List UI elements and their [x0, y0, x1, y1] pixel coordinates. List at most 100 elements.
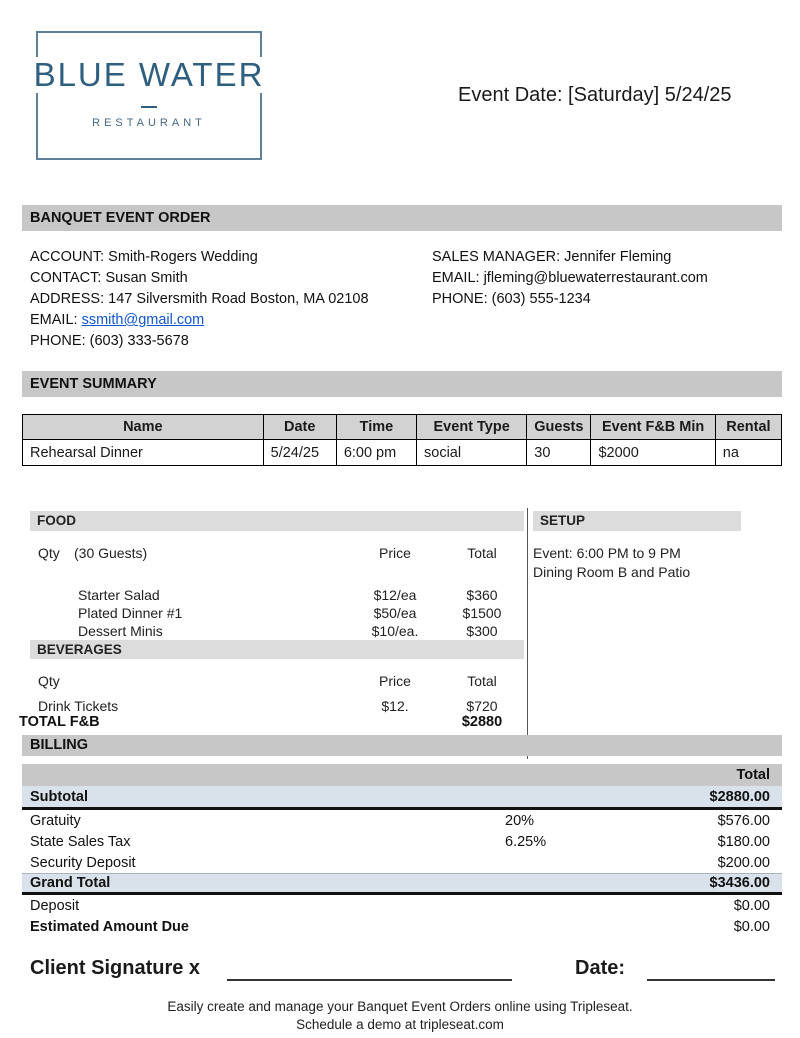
cell-guests: 30: [526, 439, 592, 466]
food-item-total: $1500: [462, 605, 502, 621]
billing-total-header: Total: [736, 767, 770, 783]
client-info-column: ACCOUNT: Smith-Rogers Wedding CONTACT: S…: [30, 247, 432, 352]
col-header-event-type: Event Type: [416, 414, 528, 440]
cell-event-time: 6:00 pm: [335, 439, 418, 466]
client-email-label: EMAIL:: [30, 312, 78, 328]
client-phone-label: PHONE:: [30, 333, 86, 349]
address-value: 147 Silversmith Road Boston, MA 02108: [108, 291, 369, 307]
beverage-item-price: $12.: [381, 698, 409, 714]
signature-section: Client Signature x Date:: [30, 955, 775, 987]
manager-phone-value: (603) 555-1234: [491, 291, 591, 307]
beverages-qty-header: Qty: [38, 673, 60, 689]
food-columns-header: Qty (30 Guests) Price Total: [30, 545, 524, 561]
client-email-link[interactable]: ssmith@gmail.com: [81, 312, 205, 328]
food-item-price: $12/ea: [373, 587, 417, 603]
billing-total-header-row: Total: [22, 764, 782, 786]
manager-phone-label: PHONE:: [432, 291, 488, 307]
billing-row-sales-tax: State Sales Tax 6.25% $180.00: [22, 831, 782, 852]
manager-phone-line: PHONE: (603) 555-1234: [432, 289, 770, 310]
billing-row-security-deposit: Security Deposit $200.00: [22, 852, 782, 873]
deposit-value: $0.00: [733, 897, 770, 914]
col-header-time: Time: [335, 414, 418, 440]
beverages-columns-header: Qty Price Total: [30, 673, 524, 689]
setup-details: Event: 6:00 PM to 9 PM Dining Room B and…: [533, 544, 741, 582]
manager-info-column: SALES MANAGER: Jennifer Fleming EMAIL: j…: [432, 247, 770, 352]
col-header-name: Name: [22, 414, 264, 440]
estimated-due-label: Estimated Amount Due: [30, 918, 189, 935]
logo-subtitle: RESTAURANT: [92, 117, 206, 129]
billing-header: BILLING: [22, 735, 782, 756]
client-signature-label: Client Signature x: [30, 957, 201, 979]
billing-row-subtotal: Subtotal $2880.00: [22, 786, 782, 810]
restaurant-logo: BLUE WATER RESTAURANT: [27, 31, 271, 160]
subtotal-value: $2880.00: [709, 788, 770, 805]
logo-dash-divider: [141, 106, 157, 108]
food-setup-section: FOOD Qty (30 Guests) Price Total Starter…: [0, 508, 800, 760]
deposit-label: Deposit: [30, 897, 80, 914]
food-item-row: Dessert Minis $10/ea. $300: [30, 622, 524, 640]
food-guests-note: (30 Guests): [74, 545, 148, 561]
food-item-price: $50/ea: [373, 605, 417, 621]
food-price-header: Price: [379, 545, 411, 561]
contact-label: CONTACT:: [30, 270, 102, 286]
beverages-header: BEVERAGES: [30, 640, 524, 659]
account-line: ACCOUNT: Smith-Rogers Wedding: [30, 247, 432, 268]
summary-data-row: Rehearsal Dinner 5/24/25 6:00 pm social …: [22, 439, 783, 466]
footer-line-2: Schedule a demo at tripleseat.com: [296, 1017, 504, 1032]
col-header-date: Date: [262, 414, 337, 440]
logo-title: BLUE WATER: [27, 57, 271, 93]
manager-email-label: EMAIL:: [432, 270, 480, 286]
beverage-item-name: Drink Tickets: [38, 698, 119, 714]
account-value: Smith-Rogers Wedding: [108, 249, 258, 265]
client-phone-line: PHONE: (603) 333-5678: [30, 331, 432, 352]
sales-manager-line: SALES MANAGER: Jennifer Fleming: [432, 247, 770, 268]
security-deposit-label: Security Deposit: [30, 854, 136, 871]
sales-tax-value: $180.00: [717, 833, 770, 850]
grand-total-value: $3436.00: [709, 875, 770, 891]
footer-line-1: Easily create and manage your Banquet Ev…: [167, 999, 633, 1014]
event-summary-table: Name Date Time Event Type Guests Event F…: [22, 414, 783, 466]
summary-header-row: Name Date Time Event Type Guests Event F…: [22, 414, 783, 440]
cell-fb-min: $2000: [590, 439, 716, 466]
gratuity-label: Gratuity: [30, 812, 81, 829]
food-item-name: Dessert Minis: [78, 623, 163, 639]
total-fb-row: TOTAL F&B $2880: [0, 714, 524, 730]
food-item-total: $360: [466, 587, 498, 603]
client-signature-line[interactable]: [227, 955, 512, 981]
total-fb-value: $2880: [461, 714, 503, 730]
cell-event-name: Rehearsal Dinner: [22, 439, 264, 466]
setup-header: SETUP: [533, 511, 741, 531]
beverage-items-list: Drink Tickets $12. $720: [30, 697, 524, 715]
date-line[interactable]: [647, 955, 775, 981]
contact-line: CONTACT: Susan Smith: [30, 268, 432, 289]
date-label: Date:: [575, 957, 626, 979]
beverages-total-header: Total: [467, 673, 497, 689]
client-email-line: EMAIL: ssmith@gmail.com: [30, 310, 432, 331]
estimated-due-value: $0.00: [733, 918, 770, 935]
col-header-fb-min: Event F&B Min: [590, 414, 716, 440]
food-item-total: $300: [466, 623, 498, 639]
gratuity-value: $576.00: [717, 812, 770, 829]
subtotal-label: Subtotal: [30, 788, 88, 805]
event-date-text: Event Date: [Saturday] 5/24/25: [458, 84, 732, 106]
col-header-guests: Guests: [526, 414, 592, 440]
manager-email-value: jfleming@bluewaterrestaurant.com: [483, 270, 708, 286]
food-item-row: Starter Salad $12/ea $360: [30, 586, 524, 604]
food-qty-header: Qty: [38, 545, 60, 561]
beverage-item-row: Drink Tickets $12. $720: [30, 697, 524, 715]
setup-time-line: Event: 6:00 PM to 9 PM: [533, 545, 681, 561]
billing-row-estimated-due: Estimated Amount Due $0.00: [22, 916, 782, 937]
client-phone-value: (603) 333-5678: [89, 333, 189, 349]
food-item-name: Plated Dinner #1: [78, 605, 183, 621]
food-header: FOOD: [30, 511, 524, 531]
address-label: ADDRESS:: [30, 291, 105, 307]
sales-tax-rate: 6.25%: [505, 833, 547, 850]
manager-email-line: EMAIL: jfleming@bluewaterrestaurant.com: [432, 268, 770, 289]
event-summary-header: EVENT SUMMARY: [22, 371, 782, 397]
billing-row-gratuity: Gratuity 20% $576.00: [22, 810, 782, 831]
sales-manager-value: Jennifer Fleming: [564, 249, 672, 265]
cell-event-date: 5/24/25: [262, 439, 337, 466]
tripleseat-footer: Easily create and manage your Banquet Ev…: [0, 998, 800, 1034]
food-total-header: Total: [467, 545, 497, 561]
